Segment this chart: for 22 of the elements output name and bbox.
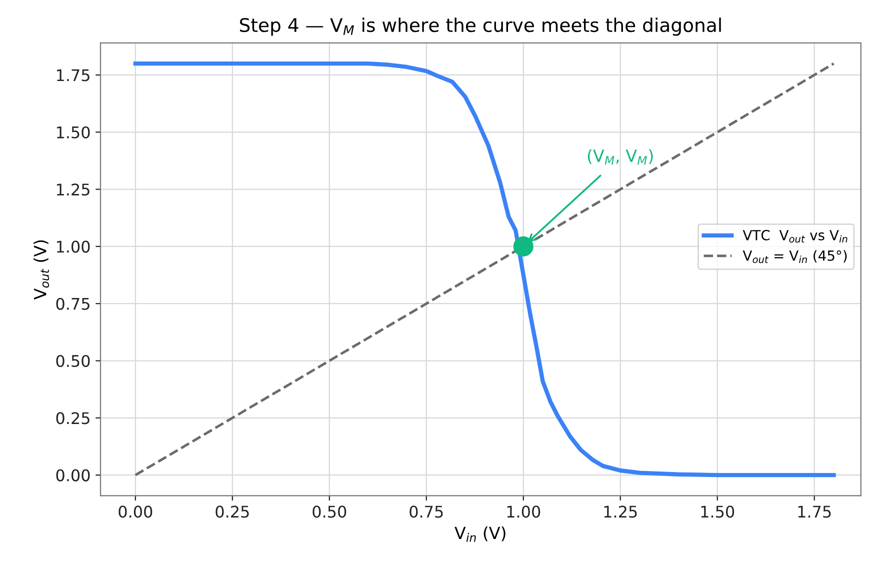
- annotation: (V$_{M}$, V$_{M}$): [588, 149, 653, 165]
- y-tick-label: 0.50: [56, 354, 90, 368]
- x-tick-label: 1.25: [604, 506, 637, 518]
- x-tick-label: 0.25: [216, 506, 249, 518]
- y-tick-label: 1.50: [56, 126, 90, 138]
- y-tick-label: 1.25: [56, 184, 90, 196]
- y-axis-title: V$_{out}$ (V): [34, 240, 50, 300]
- x-tick-label: 1.00: [507, 506, 540, 518]
- y-tick-label: 1.75: [56, 69, 90, 82]
- x-tick-label: 0.00: [118, 506, 152, 518]
- y-tick-label: 0.00: [56, 469, 90, 482]
- y-tick-label: 0.25: [56, 412, 90, 424]
- chart-title: Step 4 — V$_{M}$ is where the curve meets the diagonal: [240, 18, 721, 36]
- legend-label: VTC V$_{out}$ vs V$_{in}$: [742, 230, 848, 243]
- x-tick-label: 0.75: [410, 506, 443, 518]
- y-tick-label: 0.75: [56, 298, 90, 310]
- legend-label: V$_{out}$ = V$_{in}$ (45°): [742, 250, 847, 264]
- x-tick-label: 0.50: [312, 506, 346, 518]
- x-tick-label: 1.75: [798, 506, 831, 518]
- y-tick-label: 1.00: [56, 240, 90, 253]
- x-tick-label: 1.50: [701, 506, 734, 518]
- x-axis-title: V$_{in}$ (V): [454, 526, 506, 542]
